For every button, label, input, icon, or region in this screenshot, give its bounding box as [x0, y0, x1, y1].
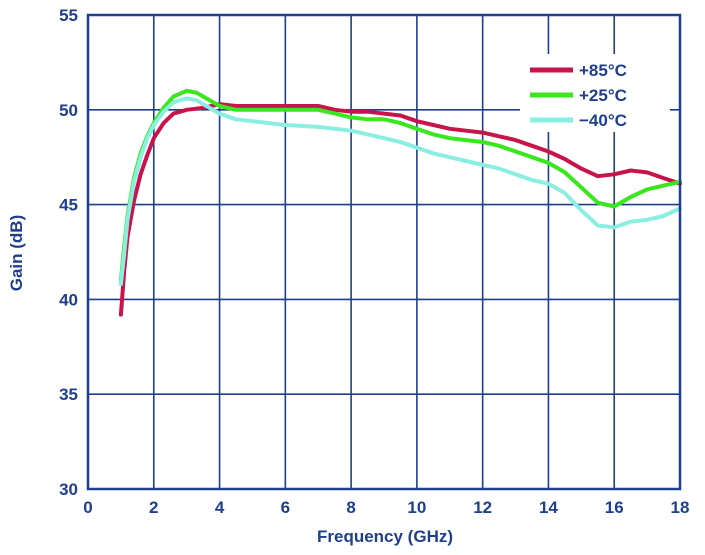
- x-tick-label-3: 6: [281, 498, 290, 517]
- y-tick-label-0: 30: [59, 480, 78, 499]
- x-tick-label-1: 2: [149, 498, 158, 517]
- y-tick-label-1: 35: [59, 385, 78, 404]
- x-axis-label: Frequency (GHz): [317, 527, 453, 546]
- legend-label-0: +85°C: [579, 61, 627, 80]
- x-tick-label-4: 8: [346, 498, 355, 517]
- legend: +85°C +25°C −40°C: [520, 54, 670, 132]
- series-line-2: [118, 96, 682, 287]
- series-line-0: [118, 102, 682, 317]
- y-tick-label-2: 40: [59, 290, 78, 309]
- y-tick-label-5: 55: [59, 6, 78, 25]
- x-tick-label-9: 18: [671, 498, 690, 517]
- y-tick-label-3: 45: [59, 196, 78, 215]
- legend-label-2: −40°C: [579, 111, 627, 130]
- x-tick-label-7: 14: [539, 498, 558, 517]
- series-layer: [118, 88, 682, 317]
- legend-label-1: +25°C: [579, 86, 627, 105]
- x-tick-label-2: 4: [215, 498, 225, 517]
- y-tick-label-4: 50: [59, 101, 78, 120]
- y-axis-label: Gain (dB): [7, 215, 26, 292]
- x-tick-label-0: 0: [83, 498, 92, 517]
- x-tick-label-6: 12: [473, 498, 492, 517]
- x-tick-label-8: 16: [605, 498, 624, 517]
- plot-frame: [86, 13, 682, 491]
- tick-labels: 0 2 4 6 8 10 12 14 16 18 30 35 40 45 50 55: [59, 6, 689, 517]
- x-tick-label-5: 10: [407, 498, 426, 517]
